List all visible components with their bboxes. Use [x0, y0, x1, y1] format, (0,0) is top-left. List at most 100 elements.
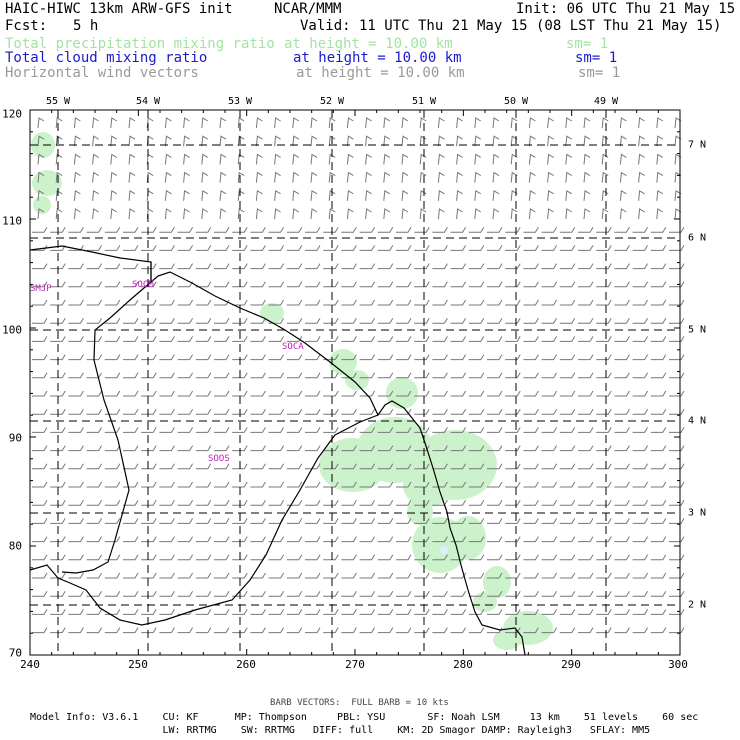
wind-barb	[414, 536, 430, 543]
wind-barb	[177, 518, 194, 524]
wind-barb	[614, 372, 630, 379]
wind-barb	[450, 427, 467, 433]
wind-barb	[578, 226, 594, 233]
wind-barb	[250, 245, 266, 251]
wind-barb	[50, 281, 66, 288]
wind-barb	[468, 354, 485, 361]
wind-barb	[305, 317, 321, 324]
wind-barb	[237, 135, 245, 147]
wind-barb	[201, 117, 209, 129]
wind-barb	[559, 299, 576, 306]
station-label: SMJP	[30, 284, 52, 294]
wind-barb	[73, 208, 81, 220]
wind-barb	[487, 245, 503, 251]
wind-barb	[164, 135, 172, 147]
wind-barb	[92, 208, 99, 220]
wind-barb	[328, 135, 336, 147]
wind-barb	[123, 336, 139, 342]
wind-barb	[437, 189, 445, 201]
wind-barb	[141, 590, 157, 597]
wind-barb	[619, 189, 627, 201]
x-tick-label: 290	[561, 658, 581, 671]
wind-barb	[128, 135, 136, 147]
wind-barb	[68, 354, 84, 361]
wind-barb	[432, 481, 448, 488]
wind-barb	[614, 445, 630, 452]
wind-barb	[487, 317, 503, 324]
wind-barb	[250, 299, 266, 306]
wind-barb	[450, 609, 467, 615]
wind-barb	[541, 590, 558, 597]
wind-barb	[323, 627, 339, 634]
wind-barb	[73, 135, 81, 147]
wind-barb	[377, 536, 394, 543]
field-precip-name: Total precipitation mixing ratio	[5, 36, 275, 52]
wind-barb	[559, 427, 576, 433]
wind-barb	[323, 336, 339, 342]
wind-barb	[450, 263, 467, 270]
wind-barb	[123, 427, 139, 433]
wind-barb	[250, 536, 266, 543]
wind-barb	[183, 117, 190, 129]
lon-label: 51 W	[411, 96, 437, 107]
wind-barb	[32, 572, 48, 579]
wind-barb	[578, 627, 594, 634]
wind-barb	[50, 499, 66, 506]
wind-barb	[268, 572, 285, 579]
wind-barb	[669, 299, 685, 306]
wind-barb	[37, 117, 45, 129]
wind-barb	[468, 572, 485, 579]
wind-barb	[578, 336, 594, 342]
wind-barb	[159, 408, 175, 415]
wind-barb	[547, 208, 554, 220]
wind-barb	[128, 153, 136, 165]
wind-barb	[559, 627, 576, 634]
wind-barb	[559, 226, 576, 233]
wind-barb	[123, 408, 139, 415]
wind-barb	[450, 572, 467, 579]
wind-barb	[596, 226, 612, 233]
wind-barb	[523, 408, 539, 415]
wind-barb	[286, 317, 303, 324]
wind-barb	[669, 317, 685, 324]
wind-barb	[32, 299, 48, 306]
wind-barb	[396, 317, 412, 324]
wind-barb	[596, 590, 612, 597]
wind-barb	[638, 189, 645, 201]
wind-barb	[487, 445, 503, 452]
wind-barb	[123, 263, 139, 270]
wind-barb	[505, 499, 521, 506]
wind-barb	[305, 299, 321, 306]
wind-barb	[177, 463, 194, 470]
wind-barb	[601, 153, 609, 165]
wind-barb	[432, 245, 448, 251]
wind-barb	[68, 554, 84, 561]
wind-barb	[250, 354, 266, 361]
wind-barb	[268, 299, 285, 306]
wind-barb	[346, 153, 354, 165]
wind-barb	[377, 226, 394, 233]
wind-barb	[159, 299, 175, 306]
wind-barb	[110, 189, 118, 201]
wind-barb	[323, 281, 339, 288]
wind-barb	[450, 226, 467, 233]
wind-barb	[292, 153, 300, 165]
wind-barb	[323, 427, 339, 433]
wind-barb	[528, 208, 536, 220]
wind-barb	[214, 445, 230, 452]
wind-barb	[578, 372, 594, 379]
wind-barb	[341, 226, 357, 233]
wind-barb	[86, 518, 103, 524]
wind-barb	[305, 609, 321, 615]
wind-barb	[528, 189, 536, 201]
wind-barb	[578, 536, 594, 543]
wind-barb	[195, 518, 212, 524]
wind-barb	[359, 609, 376, 615]
wind-barb	[286, 427, 303, 433]
wind-barb	[274, 117, 281, 129]
wind-barb	[596, 536, 612, 543]
wind-barb	[305, 245, 321, 251]
wind-barb	[323, 299, 339, 306]
wind-barb	[323, 390, 339, 397]
wind-barb	[359, 445, 376, 452]
